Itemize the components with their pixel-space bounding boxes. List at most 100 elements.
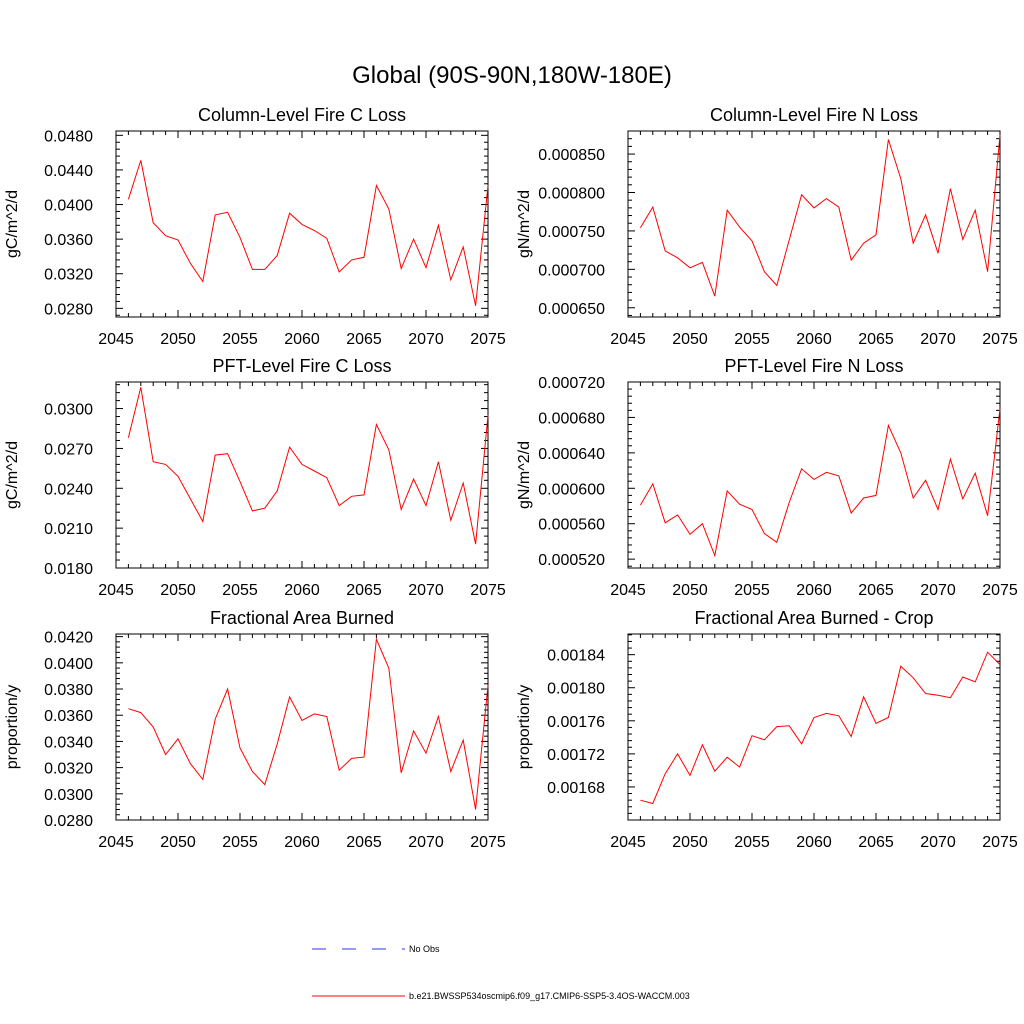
y-tick-label: 0.00168 [547,780,605,797]
x-tick-label: 2065 [346,582,382,599]
y-tick-label: 0.000720 [538,375,605,392]
y-tick-label: 0.0240 [44,481,93,498]
x-tick-label: 2055 [222,834,258,851]
x-tick-label: 2050 [672,331,708,348]
x-tick-label: 2045 [610,331,646,348]
x-tick-label: 2055 [222,331,258,348]
x-tick-label: 2075 [470,582,506,599]
y-tick-label: 0.0300 [44,402,93,419]
x-tick-label: 2045 [98,331,134,348]
y-tick-label: 0.00172 [547,747,605,764]
y-axis-label: gC/m^2/d [4,190,21,258]
figure-title: Global (90S-90N,180W-180E) [352,62,672,89]
y-tick-label: 0.00180 [547,681,605,698]
y-axis-label: gN/m^2/d [516,190,533,258]
x-tick-label: 2075 [982,582,1018,599]
x-tick-label: 2060 [796,582,832,599]
x-tick-label: 2065 [858,834,894,851]
x-tick-label: 2070 [920,834,956,851]
y-tick-label: 0.0360 [44,708,93,725]
panel-title: Fractional Area Burned - Crop [694,608,933,628]
series-line [640,651,1001,805]
y-tick-label: 0.00184 [547,648,605,665]
x-tick-label: 2070 [408,331,444,348]
x-tick-label: 2050 [160,582,196,599]
panel-title: PFT-Level Fire N Loss [724,356,903,376]
x-tick-label: 2070 [920,331,956,348]
y-tick-label: 0.0180 [44,561,93,578]
y-tick-label: 0.0440 [44,163,93,180]
plot-frame [627,381,1001,569]
x-tick-label: 2065 [858,331,894,348]
y-tick-label: 0.000520 [538,552,605,569]
x-tick-label: 2055 [734,331,770,348]
y-tick-label: 0.0400 [44,656,93,673]
y-tick-label: 0.000750 [538,224,605,241]
x-tick-label: 2050 [672,582,708,599]
x-tick-label: 2060 [284,331,320,348]
panel-title: Column-Level Fire N Loss [710,105,918,125]
x-tick-label: 2060 [796,331,832,348]
y-tick-label: 0.000700 [538,262,605,279]
chart-panel-6: Fractional Area Burned - Crop 2045 2050 205… [516,608,1018,851]
y-tick-label: 0.000650 [538,301,605,318]
x-tick-label: 2065 [346,331,382,348]
plot-frame [115,633,489,821]
series-line [639,408,1001,558]
series-line [127,387,489,545]
series-line [639,134,1001,297]
y-tick-label: 0.000680 [538,410,605,427]
x-tick-label: 2045 [98,834,134,851]
y-tick-label: 0.0300 [44,787,93,804]
x-tick-label: 2050 [160,331,196,348]
y-tick-label: 0.000640 [538,446,605,463]
y-tick-label: 0.000850 [538,147,605,164]
y-tick-label: 0.000600 [538,481,605,498]
y-tick-label: 0.0480 [44,128,93,145]
x-tick-label: 2075 [470,331,506,348]
y-tick-label: 0.000560 [538,517,605,534]
x-tick-label: 2065 [346,834,382,851]
series-line [128,637,489,810]
x-tick-label: 2060 [796,834,832,851]
legend-label-model: b.e21.BWSSP534oscmip6.f09_g17.CMIP6-SSP5… [409,991,690,1001]
plot-frame [627,130,1001,318]
y-tick-label: 0.0320 [44,267,93,284]
x-tick-label: 2060 [284,582,320,599]
x-tick-label: 2070 [920,582,956,599]
y-axis-label: gC/m^2/d [4,441,21,509]
y-tick-label: 0.000800 [538,185,605,202]
y-tick-label: 0.0280 [44,301,93,318]
legend-label-no-obs: No Obs [409,944,440,954]
plot-frame [115,381,489,569]
series-line [127,160,489,306]
y-axis-label: proportion/y [4,685,21,770]
y-tick-label: 0.0280 [44,813,93,830]
y-axis-label: proportion/y [516,685,533,770]
x-tick-label: 2070 [408,834,444,851]
x-tick-label: 2060 [284,834,320,851]
x-tick-label: 2065 [858,582,894,599]
y-tick-label: 0.0320 [44,761,93,778]
x-tick-label: 2075 [470,834,506,851]
y-tick-label: 0.0360 [44,232,93,249]
x-tick-label: 2055 [734,582,770,599]
x-tick-label: 2070 [408,582,444,599]
y-axis-label: gN/m^2/d [516,441,533,509]
chart-panel-2: Column-Level Fire N Loss 2045 2050 2055 2060… [516,105,1018,348]
x-tick-label: 2045 [98,582,134,599]
chart-panel-1: Column-Level Fire C Loss 2045 2050 2055 2060… [4,105,506,348]
x-tick-label: 2050 [160,834,196,851]
y-tick-label: 0.0380 [44,682,93,699]
panel-title: Fractional Area Burned [210,608,394,628]
x-tick-label: 2045 [610,834,646,851]
x-tick-label: 2055 [734,834,770,851]
panel-title: Column-Level Fire C Loss [198,105,406,125]
x-tick-label: 2050 [672,834,708,851]
panel-title: PFT-Level Fire C Loss [212,356,391,376]
chart-panel-4: PFT-Level Fire N Loss 2045 2050 2055 2060 206… [516,356,1018,599]
y-tick-label: 0.0340 [44,734,93,751]
chart-panel-3: PFT-Level Fire C Loss 2045 2050 2055 2060 206… [4,356,506,599]
x-tick-label: 2055 [222,582,258,599]
y-tick-label: 0.0400 [44,198,93,215]
